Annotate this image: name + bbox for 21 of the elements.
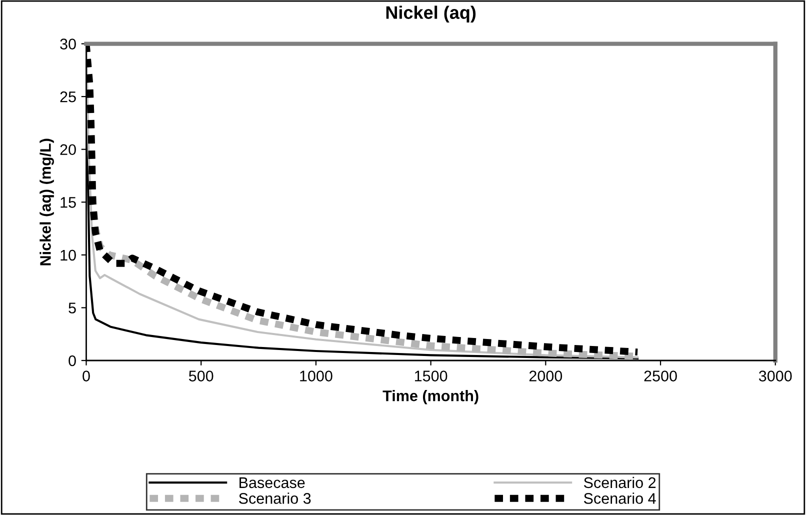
y-tick-label: 0 xyxy=(68,355,76,366)
y-tick-label: 20 xyxy=(60,144,76,156)
x-tick-label: 500 xyxy=(188,370,214,382)
x-axis-title: Time (month) xyxy=(382,390,478,404)
y-tick-label: 15 xyxy=(60,197,76,208)
y-tick-label: 25 xyxy=(60,91,76,102)
x-tick-label: 3000 xyxy=(758,370,792,382)
x-tick-label: 0 xyxy=(82,370,90,382)
x-tick-label: 1500 xyxy=(414,370,448,382)
y-tick-label: 30 xyxy=(60,38,76,50)
y-tick-label: 5 xyxy=(68,302,76,314)
y-axis-title: Nickel (aq) (mg/L) xyxy=(40,138,54,266)
legend-label: Basecase xyxy=(240,477,305,488)
chart-title: Nickel (aq) xyxy=(386,6,476,23)
x-tick-label: 1000 xyxy=(300,370,332,382)
x-tick-label: 2500 xyxy=(644,370,677,382)
legend-label: Scenario 2 xyxy=(584,476,656,488)
legend-label: Scenario 3 xyxy=(238,492,311,504)
legend-label: Scenario 4 xyxy=(584,492,656,504)
x-tick-label: 2000 xyxy=(529,370,562,382)
y-tick-label: 10 xyxy=(60,250,76,261)
